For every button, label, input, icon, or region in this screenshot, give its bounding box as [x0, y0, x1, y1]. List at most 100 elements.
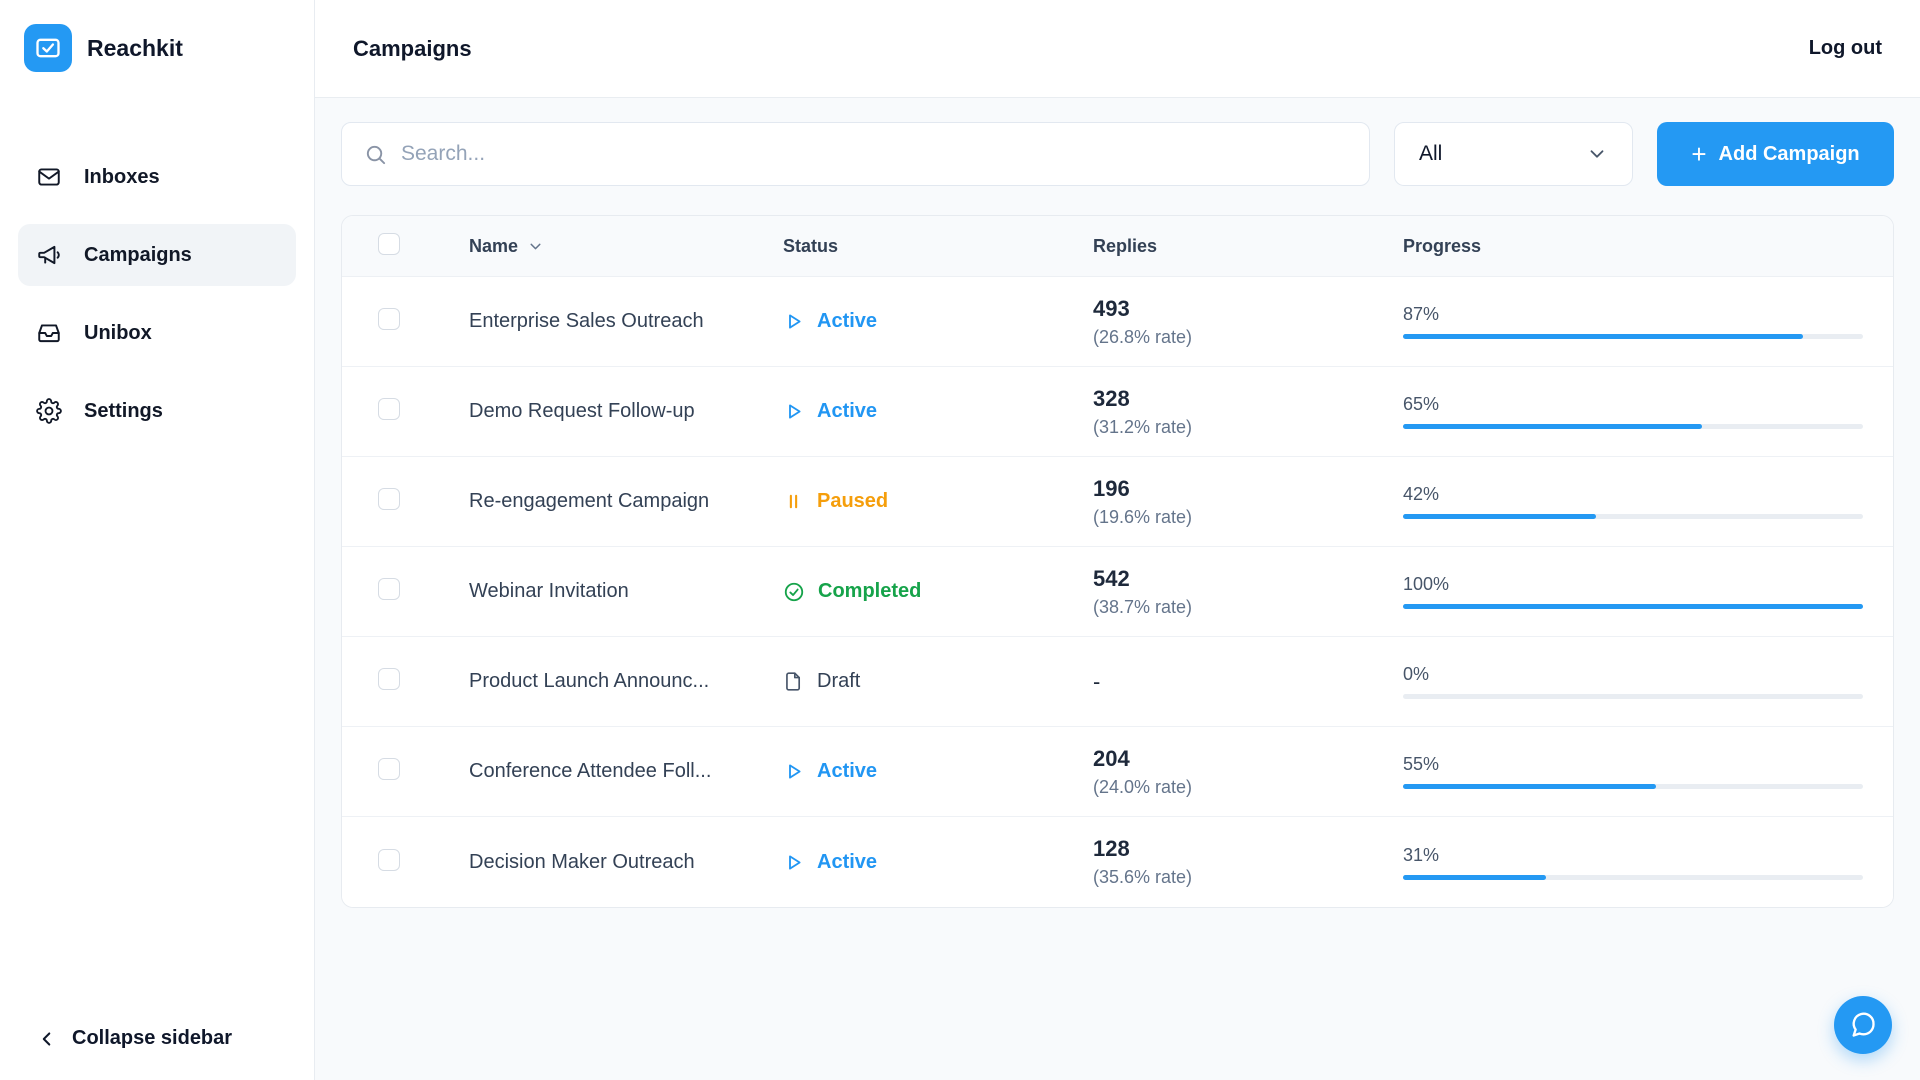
status-cell: Active — [783, 310, 1093, 333]
status-cell: Active — [783, 851, 1093, 874]
replies-rate: (26.8% rate) — [1093, 326, 1193, 347]
progress-bar-track — [1403, 784, 1863, 789]
replies-cell: 128 (35.6% rate) — [1093, 836, 1403, 888]
sidebar-item-unibox[interactable]: Unibox — [18, 302, 296, 364]
status-label: Completed — [818, 580, 922, 602]
row-checkbox[interactable] — [378, 398, 400, 420]
megaphone-icon — [36, 242, 62, 268]
app-logo-icon — [24, 24, 72, 72]
progress-fill — [1403, 784, 1656, 789]
pause-icon — [783, 491, 804, 512]
column-label: Name — [469, 235, 519, 256]
check-circle-icon — [783, 581, 805, 603]
add-campaign-label: Add Campaign — [1718, 142, 1860, 165]
main-area: Campaigns Log out All — [315, 0, 1920, 1080]
status-cell: Active — [783, 760, 1093, 783]
column-header-replies: Replies — [1093, 235, 1158, 256]
search-input[interactable] — [401, 142, 1347, 166]
progress-label: 0% — [1403, 664, 1430, 684]
status-cell: Completed — [783, 580, 1093, 603]
replies-cell: 328 (31.2% rate) — [1093, 386, 1403, 438]
envelope-icon — [36, 164, 62, 190]
status-cell: Active — [783, 400, 1093, 423]
progress-label: 100% — [1403, 574, 1450, 594]
row-checkbox[interactable] — [378, 488, 400, 510]
table-row[interactable]: Re-engagement Campaign — [342, 457, 1893, 547]
play-icon — [783, 761, 804, 782]
row-checkbox-cell — [342, 848, 469, 876]
replies-count: 328 — [1093, 385, 1130, 411]
header-checkbox-cell — [342, 232, 469, 260]
sidebar-item-campaigns[interactable]: Campaigns — [18, 224, 296, 286]
sidebar-item-label: Settings — [84, 399, 163, 422]
toolbar: All + Add Campaign — [341, 122, 1894, 186]
row-checkbox-cell — [342, 398, 469, 425]
row-checkbox[interactable] — [378, 668, 400, 690]
replies-rate: (31.2% rate) — [1093, 416, 1193, 437]
campaign-name: Demo Request Follow-up — [469, 400, 695, 422]
replies-count: 493 — [1093, 295, 1130, 321]
row-checkbox[interactable] — [378, 758, 400, 780]
chat-widget-button[interactable] — [1834, 996, 1892, 1054]
campaign-name: Enterprise Sales Outreach — [469, 310, 704, 332]
replies-rate: (19.6% rate) — [1093, 506, 1193, 527]
row-checkbox-cell — [342, 308, 469, 335]
replies-rate: (24.0% rate) — [1093, 776, 1193, 797]
play-icon — [783, 852, 804, 873]
document-icon — [783, 671, 804, 692]
gear-icon — [36, 398, 62, 424]
status-label: Paused — [817, 490, 889, 512]
row-checkbox[interactable] — [378, 578, 400, 600]
progress-bar-track — [1403, 604, 1863, 609]
table-row[interactable]: Enterprise Sales Outreach — [342, 277, 1893, 367]
column-header-status: Status — [783, 235, 839, 256]
replies-cell: 493 (26.8% rate) — [1093, 296, 1403, 348]
status-label: Active — [817, 850, 878, 873]
progress-bar-track — [1403, 514, 1863, 519]
sidebar-item-inboxes[interactable]: Inboxes — [18, 146, 296, 208]
status-cell: Paused — [783, 490, 1093, 513]
progress-bar-track — [1403, 694, 1863, 699]
sidebar-item-settings[interactable]: Settings — [18, 380, 296, 442]
page-title: Campaigns — [353, 35, 472, 61]
play-icon — [783, 311, 804, 332]
progress-label: 31% — [1403, 844, 1440, 865]
sidebar-item-label: Campaigns — [84, 243, 192, 266]
filter-value: All — [1419, 142, 1443, 165]
progress-fill — [1403, 604, 1863, 609]
inbox-tray-icon — [36, 320, 62, 346]
table-row[interactable]: Demo Request Follow-up — [342, 367, 1893, 457]
progress-label: 55% — [1403, 754, 1440, 774]
table-row[interactable]: Webinar Invitation — [342, 547, 1893, 637]
select-all-checkbox[interactable] — [378, 232, 400, 255]
filter-dropdown[interactable]: All — [1394, 122, 1633, 186]
sidebar-nav: Inboxes Campaigns Unibox — [0, 146, 314, 442]
table-body: Enterprise Sales Outreach — [342, 277, 1893, 907]
campaigns-table: Name Status Replies Progress Enterprise … — [341, 215, 1894, 908]
table-row[interactable]: Decision Maker Outreach — [342, 817, 1893, 907]
progress-cell: 100% — [1403, 574, 1893, 609]
replies-cell: 542 (38.7% rate) — [1093, 566, 1403, 618]
progress-fill — [1403, 514, 1597, 519]
row-checkbox-cell — [342, 758, 469, 785]
replies-count: 128 — [1093, 836, 1130, 861]
table-header-row: Name Status Replies Progress — [342, 216, 1893, 277]
content: All + Add Campaign Name — [315, 98, 1920, 1080]
row-checkbox[interactable] — [378, 308, 400, 330]
app-logo: Reachkit — [0, 0, 314, 72]
add-campaign-button[interactable]: + Add Campaign — [1657, 122, 1894, 186]
progress-fill — [1403, 334, 1804, 339]
campaign-name: Decision Maker Outreach — [469, 850, 695, 873]
status-label: Draft — [817, 670, 861, 692]
table-row[interactable]: Conference Attendee Foll... — [342, 727, 1893, 817]
chat-bubble-icon — [1849, 1011, 1877, 1039]
progress-cell: 42% — [1403, 484, 1893, 519]
progress-cell: 55% — [1403, 754, 1893, 789]
row-checkbox[interactable] — [378, 848, 400, 871]
column-header-name[interactable]: Name — [469, 236, 783, 257]
progress-cell: 65% — [1403, 394, 1893, 429]
collapse-sidebar-button[interactable]: Collapse sidebar — [36, 1027, 232, 1050]
table-row[interactable]: Product Launch Announc... — [342, 637, 1893, 727]
progress-cell: 31% — [1403, 845, 1893, 880]
logout-button[interactable]: Log out — [1808, 37, 1882, 59]
